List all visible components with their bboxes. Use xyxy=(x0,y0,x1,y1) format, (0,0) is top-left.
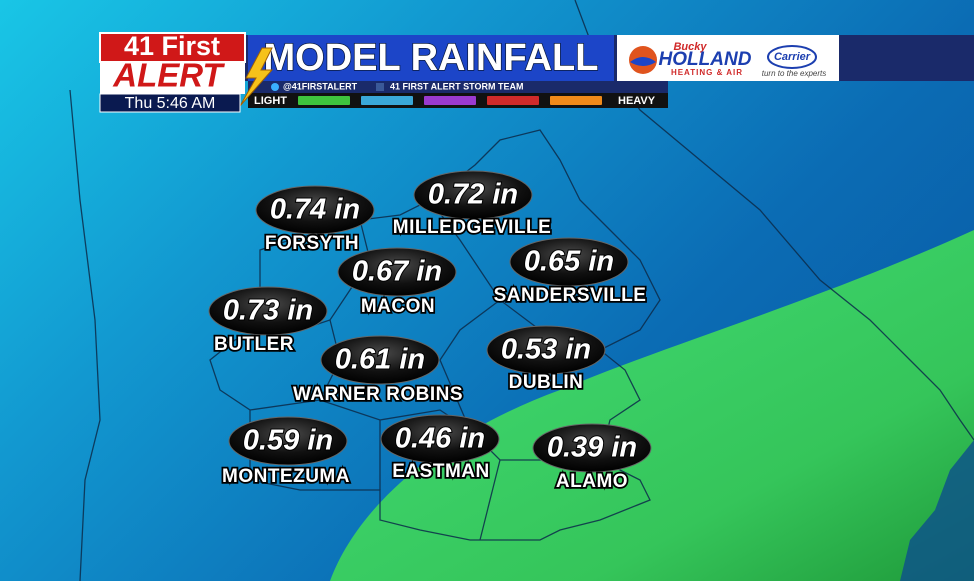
twitter-icon xyxy=(271,83,279,91)
brand-tagline: turn to the experts xyxy=(762,69,826,78)
bolt-icon xyxy=(239,47,274,107)
legend-swatch xyxy=(424,96,476,105)
social-bar xyxy=(248,81,668,93)
rain-amount: 0.53 in xyxy=(501,334,591,366)
amount-oval xyxy=(413,170,533,220)
twitter-handle: @41FIRSTALERT xyxy=(283,81,358,91)
city-name: EASTMAN xyxy=(392,461,489,482)
sponsor-logo-wave xyxy=(630,57,656,66)
legend-swatch xyxy=(361,96,413,105)
facebook-name: 41 FIRST ALERT STORM TEAM xyxy=(390,81,524,91)
amount-oval xyxy=(255,185,375,235)
brand: Carrier xyxy=(774,51,811,63)
sponsor-name: HOLLAND xyxy=(659,49,752,70)
legend-high: HEAVY xyxy=(618,95,656,107)
city-name: FORSYTH xyxy=(265,233,359,254)
amount-oval xyxy=(228,416,348,466)
rain-amount: 0.39 in xyxy=(547,432,637,464)
alert-box xyxy=(100,62,245,94)
title: MODEL RAINFALL xyxy=(264,37,599,79)
city-labels: 0.74 in FORSYTH 0.72 in MILLEDGEVILLE 0.67 i… xyxy=(208,170,652,494)
amount-oval xyxy=(532,423,652,473)
amount-oval xyxy=(337,247,457,297)
legend-swatch xyxy=(550,96,602,105)
city-name: DUBLIN xyxy=(509,372,584,393)
city-name: MACON xyxy=(361,296,435,317)
amount-oval xyxy=(320,335,440,385)
time: Thu 5:46 AM xyxy=(125,95,216,112)
legend-low: LIGHT xyxy=(254,95,287,107)
city-name: WARNER ROBINS xyxy=(293,384,463,405)
station-line2: ALERT xyxy=(112,57,225,94)
sponsor-script: Bucky xyxy=(673,41,707,53)
rain-amount: 0.72 in xyxy=(428,179,518,211)
rain-amount: 0.46 in xyxy=(395,423,485,455)
rain-area xyxy=(330,230,974,581)
station-line1: 41 First xyxy=(124,31,220,61)
city-name: MONTEZUMA xyxy=(222,466,350,487)
brand-oval xyxy=(767,45,817,69)
rain-amount: 0.74 in xyxy=(270,194,360,226)
city-name: SANDERSVILLE xyxy=(494,285,647,306)
rain-amount: 0.67 in xyxy=(352,256,442,288)
rain-amount: 0.73 in xyxy=(223,295,313,327)
amount-oval xyxy=(380,414,500,464)
amount-oval xyxy=(486,325,606,375)
title-panel xyxy=(248,35,614,81)
rain-amount: 0.61 in xyxy=(335,344,425,376)
rain-amount: 0.65 in xyxy=(524,246,614,278)
facebook-icon xyxy=(376,83,384,91)
header: MODEL RAINFALL Bucky HOLLAND HEATING & A… xyxy=(99,31,974,113)
legend-swatch xyxy=(298,96,350,105)
city-name: BUTLER xyxy=(214,334,294,355)
ocean xyxy=(900,440,974,581)
city-name: MILLEDGEVILLE xyxy=(393,217,552,238)
legend-swatch xyxy=(487,96,539,105)
city-name: ALAMO xyxy=(556,471,628,492)
time-box xyxy=(99,93,241,113)
amount-oval xyxy=(509,237,629,287)
legend-swatches xyxy=(298,96,602,105)
sponsor-tagline: HEATING & AIR xyxy=(671,68,743,77)
rain-amount: 0.59 in xyxy=(243,425,333,457)
amount-oval xyxy=(208,286,328,336)
